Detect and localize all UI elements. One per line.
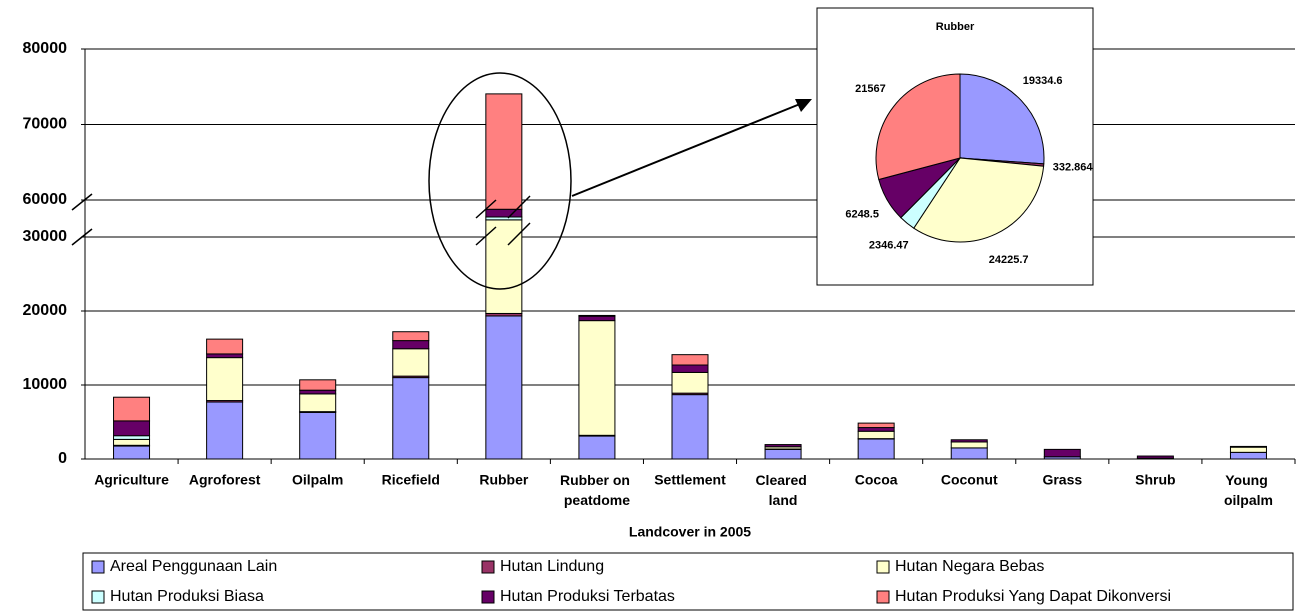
bar-segment — [113, 420, 151, 437]
y-tick-label: 30000 — [23, 228, 68, 245]
bar-segment — [671, 354, 709, 366]
bar-segment — [392, 331, 430, 342]
legend: Areal Penggunaan Lain Hutan Lindung Hutan … — [91, 558, 1171, 605]
x-tick-label: Agroforest — [189, 472, 261, 488]
bar-break — [475, 226, 497, 246]
bar-segment — [485, 315, 523, 460]
bar-segment — [485, 93, 523, 210]
x-tick-label: Rubber — [479, 472, 529, 488]
x-tick-label: Agriculture — [94, 472, 169, 488]
legend-box — [82, 552, 1294, 611]
bar-segment — [671, 394, 709, 460]
pie-slice — [959, 73, 1045, 165]
legend-label: Hutan Produksi Terbatas — [500, 588, 675, 605]
bar-segment — [578, 320, 616, 436]
x-tick-label: Young oilpalm — [1224, 472, 1273, 508]
pie-label: 24225.7 — [989, 254, 1029, 266]
legend-swatch — [876, 590, 890, 604]
bar-segment — [1229, 451, 1267, 460]
legend-swatch — [876, 560, 890, 574]
highlight-ellipse — [428, 72, 572, 290]
bar-break — [475, 199, 497, 219]
y-tick-label: 80000 — [23, 40, 68, 57]
legend-label: Hutan Produksi Biasa — [110, 588, 264, 605]
bar-segment — [671, 364, 709, 373]
bar-segment — [206, 338, 244, 355]
bar-segment — [299, 411, 337, 460]
legend-label: Areal Penggunaan Lain — [110, 558, 277, 575]
x-tick-label: Ricefield — [382, 472, 440, 488]
bar-segment — [764, 444, 802, 448]
legend-label: Hutan Negara Bebas — [895, 558, 1044, 575]
pie-slice — [875, 73, 961, 181]
bar-segment — [299, 389, 337, 395]
bar-segment — [1229, 446, 1267, 453]
x-tick-label: Rubber on peatdome — [560, 472, 634, 508]
bar-segment — [113, 396, 151, 422]
bar-segment — [764, 448, 802, 460]
pie: 19334.6 332.864 24225.7 2346.47 6248.5 21567 — [845, 73, 1094, 266]
bar-segment — [950, 441, 988, 449]
bar-segment — [113, 435, 151, 440]
pie-label: 2346.47 — [869, 240, 909, 252]
y-tick-label: 70000 — [23, 116, 68, 133]
legend-swatch — [481, 560, 495, 574]
x-tick-label: Cocoa — [855, 472, 898, 488]
bar-segment — [299, 379, 337, 391]
x-tick-label: Shrub — [1135, 472, 1175, 488]
bar-segment — [578, 314, 616, 317]
axis-break — [71, 228, 93, 246]
y-tick-label: 0 — [58, 450, 67, 467]
legend-swatch — [91, 590, 105, 604]
bar-segment — [299, 393, 337, 413]
bar-segment — [113, 438, 151, 446]
bar-segment — [950, 447, 988, 460]
arrow-head — [795, 99, 812, 112]
bar-segment — [113, 445, 151, 460]
bar-segment — [1043, 448, 1081, 458]
bar-segment — [485, 219, 523, 314]
pie-label: 21567 — [855, 83, 886, 95]
bar-segment — [857, 427, 895, 432]
bar-break — [507, 195, 531, 219]
x-tick-label: Settlement — [654, 472, 726, 488]
legend-swatch — [481, 590, 495, 604]
bar-segment — [1136, 455, 1174, 459]
pie-label: 332.864 — [1053, 161, 1094, 173]
bar-segment — [1229, 445, 1267, 448]
bar-segment — [857, 438, 895, 460]
bar-segment — [392, 348, 430, 377]
bar-segment — [578, 315, 616, 322]
bar-break — [507, 222, 531, 246]
y-tick-label: 10000 — [23, 376, 68, 393]
bar-segment — [857, 422, 895, 429]
arrow — [571, 103, 801, 197]
x-tick-label: Cleared land — [755, 472, 810, 508]
bar-segment — [578, 435, 616, 460]
bar-segment — [392, 377, 430, 460]
y-tick-label: 60000 — [23, 191, 68, 208]
x-tick-label: Oilpalm — [292, 472, 343, 488]
legend-label: Hutan Produksi Yang Dapat Dikonversi — [895, 588, 1171, 605]
x-axis-label: Landcover in 2005 — [629, 524, 751, 540]
bar-segment — [671, 371, 709, 394]
pie-title: Rubber — [936, 21, 975, 33]
pie-label: 19334.6 — [1023, 75, 1063, 87]
bar-segment — [857, 430, 895, 440]
pie-label: 6248.5 — [845, 208, 879, 220]
y-tick-label: 20000 — [23, 302, 68, 319]
bar-segment — [206, 353, 244, 359]
x-tick-label: Grass — [1042, 472, 1082, 488]
bar-segment — [392, 340, 430, 350]
bar-segment — [950, 439, 988, 443]
bar-segment — [206, 401, 244, 460]
legend-label: Hutan Lindung — [500, 558, 604, 575]
x-tick-label: Coconut — [941, 472, 998, 488]
legend-swatch — [91, 560, 105, 574]
axis-break — [71, 193, 93, 211]
plot-area: 0 10000 20000 30000 60000 70000 80000 Agricultu… — [23, 40, 1296, 508]
bar-segment — [206, 357, 244, 402]
